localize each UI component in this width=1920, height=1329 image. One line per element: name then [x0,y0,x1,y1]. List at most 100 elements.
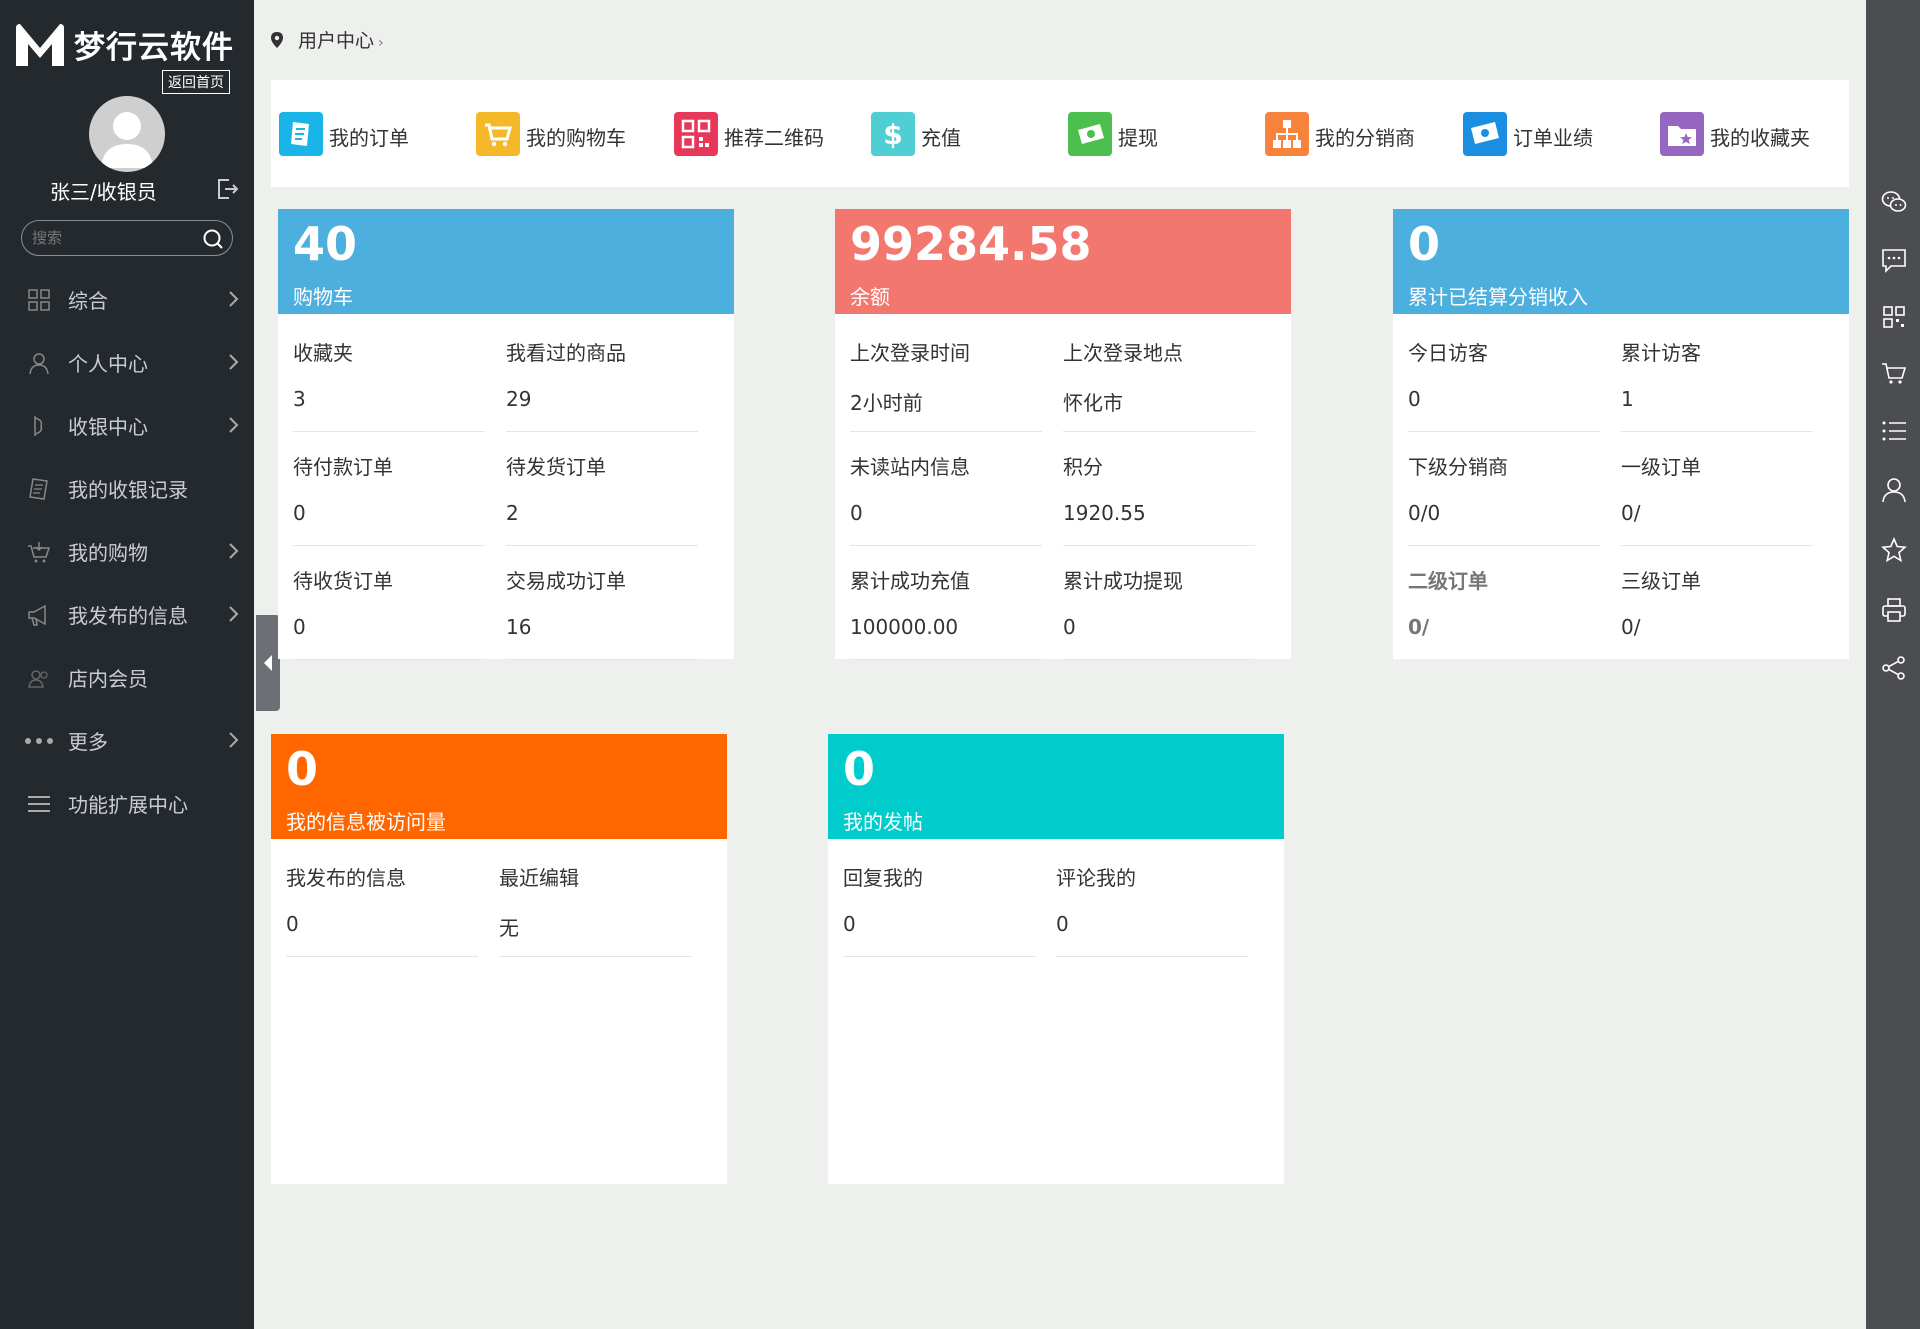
card-header[interactable]: 0 累计已结算分销收入 [1393,209,1849,314]
sidebar-item-cashier-center[interactable]: 收银中心 [0,394,254,457]
stat-cell[interactable]: 我发布的信息 0 [286,844,478,957]
quick-link-label: 我的购物车 [526,126,626,150]
stat-cell[interactable]: 三级订单 0/ [1621,547,1813,660]
withdraw-icon [1068,112,1112,156]
basket-icon [28,542,51,563]
stat-cell[interactable]: 积分 1920.55 [1063,433,1255,546]
stat-cell[interactable]: 我看过的商品 29 [506,319,698,432]
user-icon[interactable] [1881,477,1907,503]
home-link[interactable]: 返回首页 [162,70,230,94]
avatar-placeholder-icon [101,112,153,168]
grid-icon [28,289,50,311]
star-icon[interactable] [1881,537,1907,563]
order-icon [279,112,323,156]
sidebar-item-more[interactable]: 更多 [0,709,254,772]
qrcode-icon[interactable] [1881,304,1907,330]
stat-label: 待付款订单 [293,455,393,479]
stat-value: 0/ [1621,615,1641,639]
stat-cell[interactable]: 回复我的 0 [843,844,1035,957]
chevron-right-icon [229,543,239,559]
stat-value: 怀化市 [1063,391,1123,415]
brand-logo[interactable]: 梦行云软件 返回首页 [14,18,244,98]
stat-value: 29 [506,387,532,411]
money-icon [1463,112,1507,156]
stat-card-distribution: 0 累计已结算分销收入 今日访客 0 累计访客 1 下级分销商 0/0 一级订单… [1393,209,1849,659]
user-icon [29,353,49,375]
stat-card-cart: 40 购物车 收藏夹 3 我看过的商品 29 待付款订单 0 待发货订单 2 待… [278,209,734,660]
card-value: 0 [1408,217,1441,271]
sidebar-item-label: 我的购物 [68,541,148,565]
breadcrumb-separator: › [378,35,384,51]
stat-cell[interactable]: 累计成功提现 0 [1063,547,1255,660]
stat-label: 待收货订单 [293,569,393,593]
card-header[interactable]: 0 我的信息被访问量 [271,734,727,839]
logout-icon[interactable] [215,177,239,201]
chevron-right-icon [229,606,239,622]
quick-links-bar: 我的订单 我的购物车 推荐二维码 $ 充值 提现 我的分销商 订单业绩 [271,80,1849,187]
right-toolbar [1866,0,1920,1329]
stat-label: 回复我的 [843,866,923,890]
share-icon[interactable] [1881,655,1907,681]
stat-cell[interactable]: 交易成功订单 16 [506,547,698,660]
card-header[interactable]: 99284.58 余额 [835,209,1291,314]
sidebar-item-label: 收银中心 [68,415,148,439]
stat-cell[interactable]: 一级订单 0/ [1621,433,1813,546]
cart-icon[interactable] [1881,360,1907,386]
stat-label: 一级订单 [1621,455,1701,479]
stat-cell[interactable]: 今日访客 0 [1408,319,1600,432]
wechat-icon[interactable] [1881,189,1907,215]
sidebar-item-label: 我的收银记录 [68,478,188,502]
stat-cell[interactable]: 未读站内信息 0 [850,433,1042,546]
sidebar-collapse-toggle[interactable] [256,615,280,711]
stat-label: 积分 [1063,455,1103,479]
quick-link-label: 我的订单 [329,126,409,150]
stat-value: 0/ [1621,501,1641,525]
sidebar-item-cashier-records[interactable]: 我的收银记录 [0,457,254,520]
stat-label: 我发布的信息 [286,866,406,890]
stat-cell[interactable]: 评论我的 0 [1056,844,1248,957]
sidebar-item-my-shopping[interactable]: 我的购物 [0,520,254,583]
stat-cell[interactable]: 待付款订单 0 [293,433,485,546]
stat-label: 累计访客 [1621,341,1701,365]
stat-value: 0 [293,615,306,639]
sidebar-item-extension-center[interactable]: 功能扩展中心 [0,772,254,835]
card-value: 0 [286,742,319,796]
stat-value: 0 [1056,912,1069,936]
stat-value: 0 [1408,387,1421,411]
stat-cell[interactable]: 上次登录时间 2小时前 [850,319,1042,432]
stat-label: 收藏夹 [293,341,353,365]
search-box [21,220,233,256]
sidebar-item-my-posts[interactable]: 我发布的信息 [0,583,254,646]
stat-cell[interactable]: 收藏夹 3 [293,319,485,432]
card-title: 累计已结算分销收入 [1408,285,1588,309]
card-header[interactable]: 40 购物车 [278,209,734,314]
search-input[interactable] [32,227,192,249]
card-header[interactable]: 0 我的发帖 [828,734,1284,839]
search-icon[interactable] [202,228,224,250]
stat-cell[interactable]: 下级分销商 0/0 [1408,433,1600,546]
breadcrumb-current[interactable]: 用户中心 [298,30,375,52]
sidebar-item-general[interactable]: 综合 [0,268,254,331]
stat-card-posts: 0 我的发帖 回复我的 0 评论我的 0 [828,734,1284,1184]
location-pin-icon [271,32,283,48]
stat-cell[interactable]: 待发货订单 2 [506,433,698,546]
sidebar-item-personal-center[interactable]: 个人中心 [0,331,254,394]
avatar[interactable] [89,96,165,172]
sidebar-item-store-members[interactable]: 店内会员 [0,646,254,709]
sidebar-item-label: 功能扩展中心 [68,793,188,817]
print-icon[interactable] [1881,597,1907,623]
list-icon[interactable] [1881,418,1907,444]
message-icon[interactable] [1881,247,1907,273]
stat-cell[interactable]: 累计成功充值 100000.00 [850,547,1042,660]
quick-link-label: 推荐二维码 [724,126,824,150]
chevron-right-icon [229,354,239,370]
stat-cell[interactable]: 二级订单 0/ [1408,547,1600,660]
stat-value: 16 [506,615,532,639]
brand-name: 梦行云软件 [74,30,234,66]
stat-card-balance: 99284.58 余额 上次登录时间 2小时前 上次登录地点 怀化市 未读站内信… [835,209,1291,660]
stat-cell[interactable]: 累计访客 1 [1621,319,1813,432]
stat-cell[interactable]: 最近编辑 无 [499,844,691,957]
stat-cell[interactable]: 待收货订单 0 [293,547,485,660]
hierarchy-icon [1265,112,1309,156]
stat-cell[interactable]: 上次登录地点 怀化市 [1063,319,1255,432]
